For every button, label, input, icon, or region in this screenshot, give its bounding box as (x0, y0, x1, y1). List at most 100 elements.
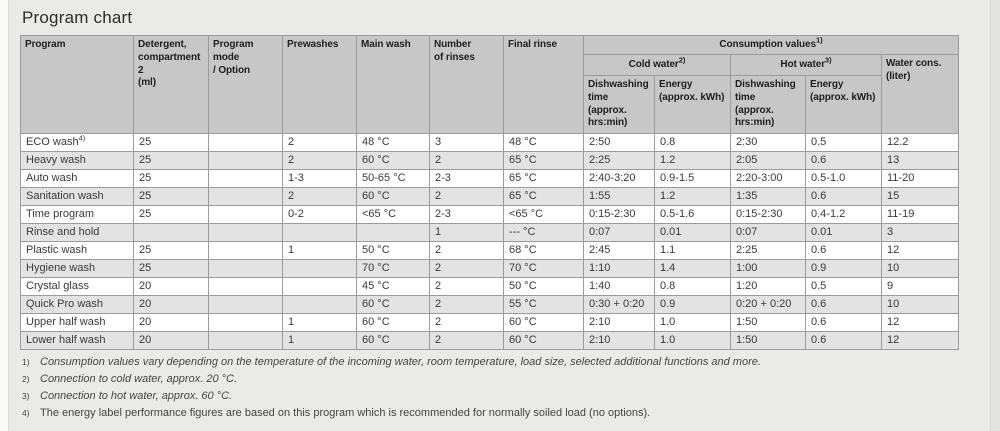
cell-cold-energy: 0.01 (654, 223, 731, 243)
cell-final-rinse: 48 °C (503, 133, 584, 153)
cell-main-wash: 60 °C (356, 295, 430, 315)
cell-hot-energy: 0.6 (805, 241, 882, 261)
cell-rinses: 2 (429, 187, 504, 207)
cell-water: 11-19 (880, 205, 960, 225)
cell-detergent: 20 (133, 313, 209, 333)
cell-hot-energy: 0.5-1.0 (805, 169, 882, 189)
footnote-marker: 1) (22, 357, 30, 368)
cell-program: Upper half wash (20, 313, 134, 333)
cell-program: Lower half wash (20, 331, 134, 351)
cell-hot-time: 0:07 (730, 223, 806, 243)
table-row: Upper half wash 20 1 60 °C 2 60 °C 2:10 1.0 1:50… (20, 313, 960, 333)
cell-prewashes: 2 (282, 133, 357, 153)
cell-rinses: 2 (429, 331, 504, 351)
cell-rinses: 2-3 (429, 205, 504, 225)
cell-hot-energy: 0.6 (805, 331, 882, 351)
cell-prewashes: 1 (282, 331, 357, 351)
cell-mode (208, 313, 283, 333)
cell-mode (208, 133, 283, 153)
cell-hot-time: 2:25 (730, 241, 806, 261)
cell-mode (208, 205, 283, 225)
cell-final-rinse: 55 °C (503, 295, 584, 315)
cell-detergent: 25 (133, 241, 209, 261)
table-header: Program Detergent, compartment 2 (ml) Pr… (20, 34, 960, 135)
cell-final-rinse: --- °C (503, 223, 584, 243)
cell-rinses: 3 (429, 133, 504, 153)
cell-cold-time: 1:10 (583, 259, 655, 279)
cell-water: 3 (880, 223, 960, 243)
cell-water: 9 (880, 277, 960, 297)
cell-cold-time: 1:40 (583, 277, 655, 297)
col-header-dishwashing-time-hot: Dishwashing time (approx. hrs:min) (730, 74, 806, 135)
cell-final-rinse: 60 °C (503, 313, 584, 333)
col-header-dishwashing-time-cold: Dishwashing time (approx. hrs:min) (583, 74, 655, 135)
footnote: 2) Connection to cold water, approx. 20 °… (22, 373, 960, 386)
table-body: ECO wash4) 25 2 48 °C 3 48 °C 2:50 0.8 2:30 0.5 12… (20, 133, 960, 351)
cell-hot-time: 0:15-2:30 (730, 205, 806, 225)
table-row: Crystal glass 20 45 °C 2 50 °C 1:40 0.8 1:20 0.5… (20, 277, 960, 297)
footnote-ref-3: 3) (825, 55, 832, 65)
col-header-final-rinse: Final rinse (503, 34, 584, 135)
cell-program: Crystal glass (20, 277, 134, 297)
cell-prewashes: 1 (282, 313, 357, 333)
cell-program: Hygiene wash (20, 259, 134, 279)
cell-prewashes: 1-3 (282, 169, 357, 189)
cell-cold-time: 2:10 (583, 331, 655, 351)
cell-rinses: 2-3 (429, 169, 504, 189)
table-row: ECO wash4) 25 2 48 °C 3 48 °C 2:50 0.8 2:30 0.5 12… (20, 133, 960, 153)
cell-hot-time: 1:20 (730, 277, 806, 297)
footnote-text: Connection to hot water, approx. 60 °C. (40, 390, 233, 403)
cell-hot-time: 2:20-3:00 (730, 169, 806, 189)
footnote: 1) Consumption values vary depending on t… (22, 356, 960, 369)
table-row: Plastic wash 25 1 50 °C 2 68 °C 2:45 1.1 2:25 0.6… (20, 241, 960, 261)
cell-main-wash: <65 °C (356, 205, 430, 225)
cell-cold-energy: 1.2 (654, 187, 731, 207)
table-row: Rinse and hold 1 --- °C 0:07 0.01 0:07 0.01 3 (20, 223, 960, 243)
cell-detergent: 25 (133, 169, 209, 189)
cell-hot-time: 1:50 (730, 331, 806, 351)
page-left-margin (0, 0, 9, 431)
cell-cold-time: 2:40-3:20 (583, 169, 655, 189)
col-header-cold-water: Cold water2) (583, 54, 731, 76)
cell-main-wash: 50 °C (356, 241, 430, 261)
cell-hot-energy: 0.6 (805, 295, 882, 315)
cell-cold-energy: 0.5-1.6 (654, 205, 731, 225)
cell-hot-energy: 0.5 (805, 277, 882, 297)
cell-mode (208, 169, 283, 189)
footnote-marker: 3) (22, 391, 30, 402)
cell-cold-energy: 0.9-1.5 (654, 169, 731, 189)
cell-mode (208, 277, 283, 297)
cell-main-wash: 60 °C (356, 313, 430, 333)
cell-prewashes: 2 (282, 187, 357, 207)
cell-cold-energy: 1.1 (654, 241, 731, 261)
footnote-marker: 2) (22, 374, 30, 385)
cell-hot-energy: 0.5 (805, 133, 882, 153)
cell-hot-time: 1:00 (730, 259, 806, 279)
table-row: Heavy wash 25 2 60 °C 2 65 °C 2:25 1.2 2:05 0.6 13 (20, 151, 960, 171)
cell-detergent: 25 (133, 187, 209, 207)
table-row: Lower half wash 20 1 60 °C 2 60 °C 2:10 1.0 1:50… (20, 331, 960, 351)
cell-prewashes (282, 295, 357, 315)
cell-program: Auto wash (20, 169, 134, 189)
cell-water: 12.2 (880, 133, 960, 153)
program-chart-table: Program Detergent, compartment 2 (ml) Pr… (20, 34, 960, 351)
cell-main-wash: 45 °C (356, 277, 430, 297)
cell-rinses: 2 (429, 313, 504, 333)
cell-cold-time: 0:07 (583, 223, 655, 243)
cell-hot-energy: 0.6 (805, 151, 882, 171)
cell-detergent: 25 (133, 259, 209, 279)
footnote-ref-1: 1) (815, 35, 823, 45)
cell-final-rinse: 65 °C (503, 169, 584, 189)
cell-water: 12 (880, 313, 960, 333)
cell-water: 10 (880, 295, 960, 315)
cell-cold-energy: 0.9 (654, 295, 731, 315)
col-header-number-of-rinses: Number of rinses (429, 34, 504, 135)
cell-mode (208, 241, 283, 261)
cell-cold-time: 2:50 (583, 133, 655, 153)
cell-hot-time: 2:30 (730, 133, 806, 153)
cell-hot-time: 1:50 (730, 313, 806, 333)
cell-prewashes (282, 259, 357, 279)
cell-hot-time: 2:05 (730, 151, 806, 171)
cell-mode (208, 151, 283, 171)
footnote-text: The energy label performance figures are… (40, 407, 651, 420)
